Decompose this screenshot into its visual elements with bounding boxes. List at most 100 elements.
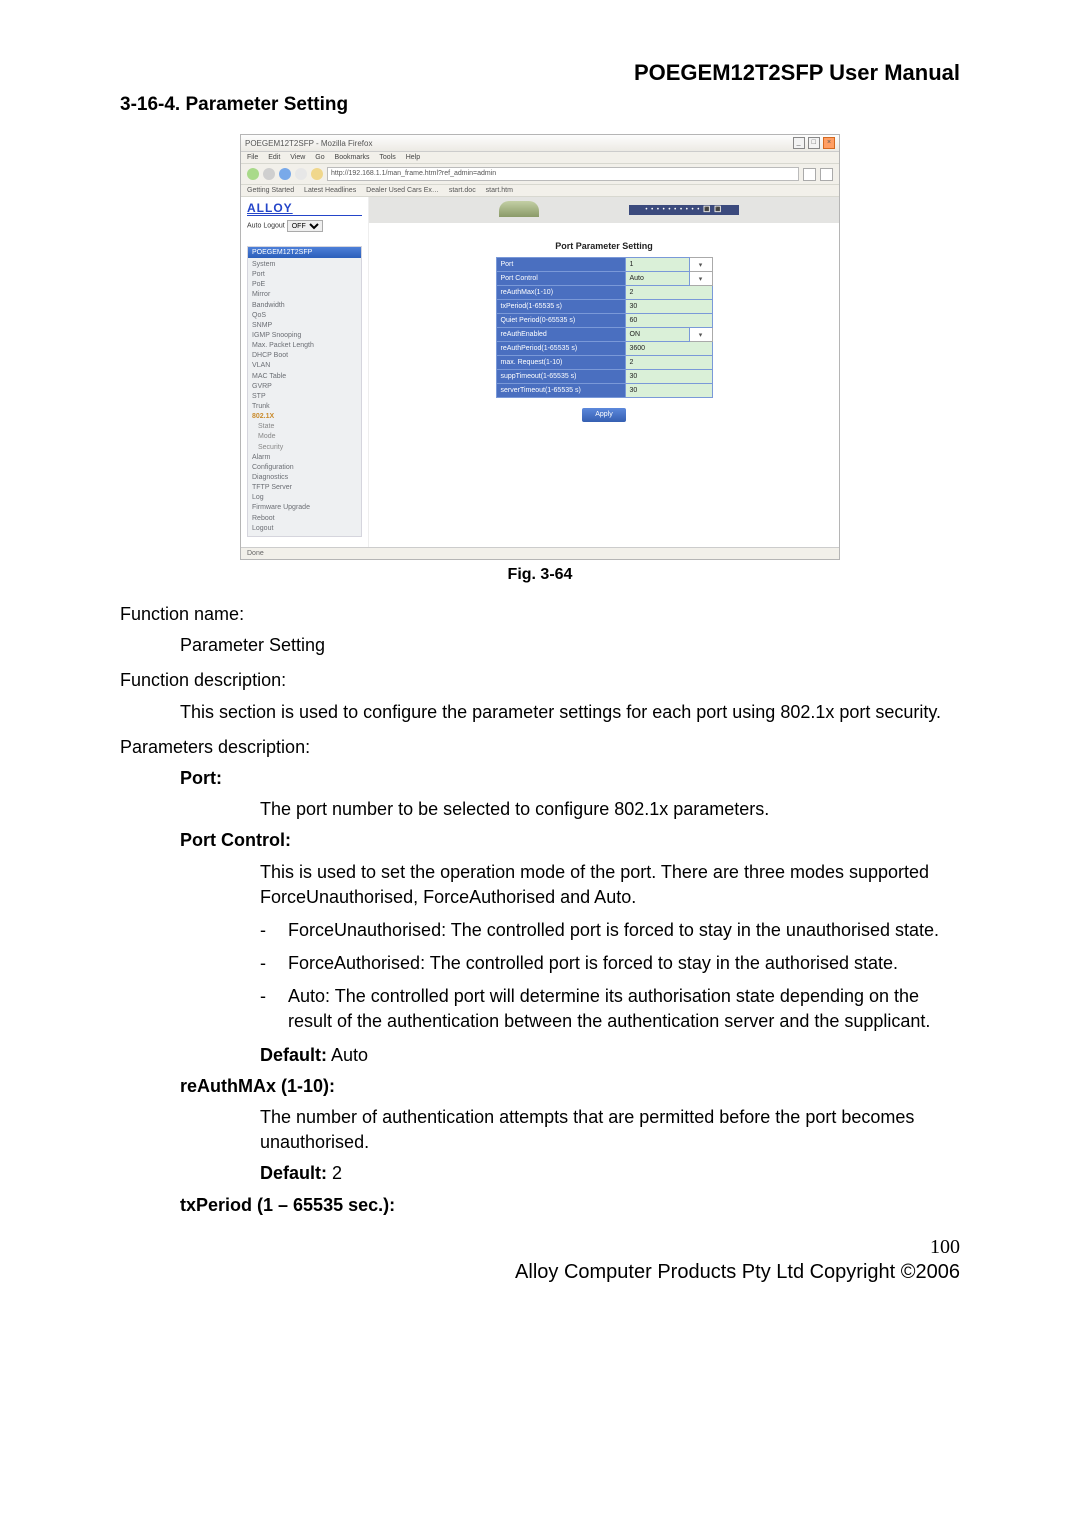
window-controls: _ □ ×: [792, 137, 835, 149]
reload-icon[interactable]: [279, 168, 291, 180]
param-label: txPeriod(1-65535 s): [496, 300, 625, 314]
param-value[interactable]: 30: [625, 370, 712, 384]
sidebar-title: POEGEM12T2SFP: [248, 247, 361, 258]
browser-menubar: File Edit View Go Bookmarks Tools Help: [241, 152, 839, 164]
param-label: reAuthMax(1-10): [496, 286, 625, 300]
param-label: serverTimeout(1-65535 s): [496, 384, 625, 398]
sidebar-item[interactable]: Mode: [252, 432, 357, 442]
home-icon[interactable]: [311, 168, 323, 180]
sidebar-menu: SystemPortPoEMirrorBandwidthQoSSNMPIGMP …: [248, 258, 361, 536]
sidebar-item[interactable]: 802.1X: [252, 412, 357, 422]
auto-logout: Auto Logout OFF: [247, 220, 362, 232]
port-strip: • • • • • • • • • • 🔳 🔳: [629, 205, 739, 215]
screenshot: POEGEM12T2SFP - Mozilla Firefox _ □ × Fi…: [240, 134, 840, 560]
param-value[interactable]: Auto: [625, 272, 689, 286]
parameter-table: Port1▾Port ControlAuto▾reAuthMax(1-10)2t…: [496, 257, 713, 398]
port-heading: Port:: [180, 766, 960, 791]
forward-icon[interactable]: [263, 168, 275, 180]
figure-caption: Fig. 3-64: [120, 566, 960, 584]
port-text: The port number to be selected to config…: [260, 797, 960, 822]
sidebar-item[interactable]: DHCP Boot: [252, 351, 357, 361]
sidebar-item[interactable]: QoS: [252, 311, 357, 321]
close-icon[interactable]: ×: [823, 137, 835, 149]
sidebar-item[interactable]: Mirror: [252, 290, 357, 300]
bookmarks-bar: Getting Started Latest Headlines Dealer …: [241, 185, 839, 197]
function-name-label: Function name:: [120, 602, 960, 627]
sidebar-item[interactable]: Security: [252, 443, 357, 453]
device-band: • • • • • • • • • • 🔳 🔳: [369, 197, 839, 223]
alloy-logo: ALLOY: [247, 201, 362, 216]
param-value[interactable]: 60: [625, 314, 712, 328]
sidebar-item[interactable]: IGMP Snooping: [252, 331, 357, 341]
browser-navbar: http://192.168.1.1/man_frame.html?ref_ad…: [241, 164, 839, 185]
param-value[interactable]: 30: [625, 300, 712, 314]
sidebar-item[interactable]: VLAN: [252, 361, 357, 371]
sidebar-item[interactable]: MAC Table: [252, 372, 357, 382]
search-icon[interactable]: [820, 168, 833, 181]
sidebar-item[interactable]: STP: [252, 392, 357, 402]
param-value[interactable]: ON: [625, 328, 689, 342]
sidebar-item[interactable]: Diagnostics: [252, 473, 357, 483]
param-label: Port: [496, 258, 625, 272]
chevron-down-icon[interactable]: ▾: [689, 272, 712, 286]
sidebar-item[interactable]: Configuration: [252, 463, 357, 473]
sidebar-item[interactable]: Log: [252, 493, 357, 503]
portcontrol-heading: Port Control:: [180, 828, 960, 853]
parameters-label: Parameters description:: [120, 735, 960, 760]
go-icon[interactable]: [803, 168, 816, 181]
back-icon[interactable]: [247, 168, 259, 180]
minimize-icon[interactable]: _: [793, 137, 805, 149]
apply-button[interactable]: Apply: [582, 408, 626, 422]
auto-logout-select[interactable]: OFF: [287, 220, 323, 232]
reauthmax-text: The number of authentication attempts th…: [260, 1105, 960, 1155]
panel-title: Port Parameter Setting: [369, 241, 839, 251]
section-heading: 3-16-4. Parameter Setting: [120, 94, 960, 116]
sidebar-item[interactable]: System: [252, 260, 357, 270]
param-value[interactable]: 3600: [625, 342, 712, 356]
pc-item-1: ForceUnauthorised: The controlled port i…: [260, 918, 960, 943]
window-title: POEGEM12T2SFP - Mozilla Firefox: [245, 139, 372, 148]
sidebar-item[interactable]: Alarm: [252, 453, 357, 463]
copyright: Alloy Computer Products Pty Ltd Copyrigh…: [120, 1261, 960, 1284]
pc-default: Default: Auto: [260, 1043, 960, 1068]
status-bar: Done: [241, 547, 839, 559]
function-name: Parameter Setting: [180, 633, 960, 658]
portcontrol-text: This is used to set the operation mode o…: [260, 860, 960, 910]
url-bar[interactable]: http://192.168.1.1/man_frame.html?ref_ad…: [327, 167, 799, 181]
param-value[interactable]: 2: [625, 356, 712, 370]
sidebar-item[interactable]: Port: [252, 270, 357, 280]
param-label: Quiet Period(0-65535 s): [496, 314, 625, 328]
chevron-down-icon[interactable]: ▾: [689, 328, 712, 342]
sidebar-item[interactable]: Trunk: [252, 402, 357, 412]
sidebar-item[interactable]: Max. Packet Length: [252, 341, 357, 351]
sidebar-item[interactable]: GVRP: [252, 382, 357, 392]
param-value[interactable]: 1: [625, 258, 689, 272]
sidebar-item[interactable]: State: [252, 422, 357, 432]
sidebar-item[interactable]: Reboot: [252, 514, 357, 524]
pc-item-2: ForceAuthorised: The controlled port is …: [260, 951, 960, 976]
sidebar-item[interactable]: Firmware Upgrade: [252, 503, 357, 513]
sidebar-item[interactable]: SNMP: [252, 321, 357, 331]
sidebar-item[interactable]: Logout: [252, 524, 357, 534]
param-label: suppTimeout(1-65535 s): [496, 370, 625, 384]
param-label: reAuthPeriod(1-65535 s): [496, 342, 625, 356]
param-label: reAuthEnabled: [496, 328, 625, 342]
sidebar-item[interactable]: PoE: [252, 280, 357, 290]
param-label: Port Control: [496, 272, 625, 286]
stop-icon[interactable]: [295, 168, 307, 180]
manual-title: POEGEM12T2SFP User Manual: [120, 60, 960, 86]
function-desc-label: Function description:: [120, 668, 960, 693]
page-number: 100: [120, 1236, 960, 1259]
param-value[interactable]: 2: [625, 286, 712, 300]
sidebar-item[interactable]: TFTP Server: [252, 483, 357, 493]
reauthmax-default: Default: 2: [260, 1161, 960, 1186]
pc-item-3: Auto: The controlled port will determine…: [260, 984, 960, 1034]
chevron-down-icon[interactable]: ▾: [689, 258, 712, 272]
sidebar-item[interactable]: Bandwidth: [252, 301, 357, 311]
param-label: max. Request(1-10): [496, 356, 625, 370]
reauthmax-heading: reAuthMAx (1-10):: [180, 1074, 960, 1099]
maximize-icon[interactable]: □: [808, 137, 820, 149]
function-desc: This section is used to configure the pa…: [180, 700, 960, 725]
param-value[interactable]: 30: [625, 384, 712, 398]
txperiod-heading: txPeriod (1 – 65535 sec.):: [180, 1193, 960, 1218]
